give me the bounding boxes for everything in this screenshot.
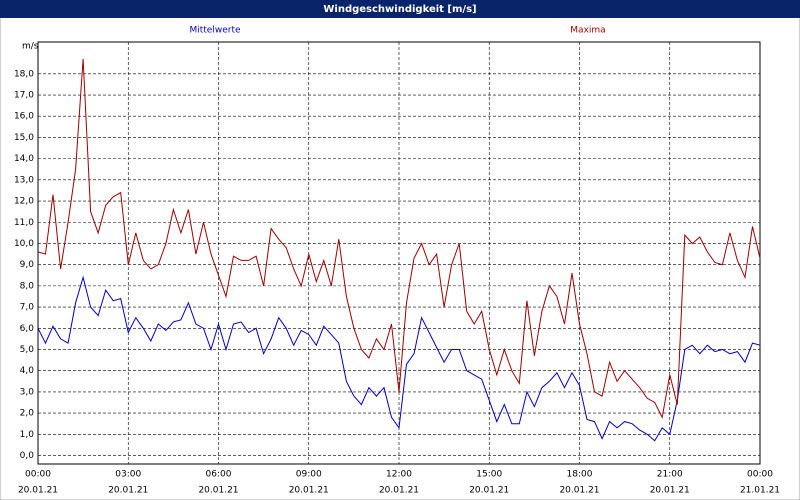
x-tick-label: 18:00 <box>567 470 593 480</box>
y-tick-label: 4,0 <box>20 366 35 376</box>
y-tick-label: 12,0 <box>14 197 34 207</box>
x-tick-label: 15:00 <box>476 470 502 480</box>
y-tick-label: 5,0 <box>20 345 35 355</box>
y-tick-label: 6,0 <box>20 324 35 334</box>
y-tick-label: 0,0 <box>20 451 35 461</box>
x-tick-label: 03:00 <box>115 470 141 480</box>
x-tick-label: 00:00 <box>25 470 51 480</box>
y-tick-label: 1,0 <box>20 430 35 440</box>
x-tick-date: 20.01.21 <box>108 486 148 496</box>
x-tick-date: 20.01.21 <box>650 486 690 496</box>
legend-label: Mittelwerte <box>189 26 240 36</box>
y-tick-label: 2,0 <box>20 409 35 419</box>
x-tick-label: 21:00 <box>657 470 683 480</box>
y-tick-label: 15,0 <box>14 133 34 143</box>
y-axis-label: m/s <box>22 42 39 52</box>
legend-label: Maxima <box>570 26 605 36</box>
y-tick-label: 13,0 <box>14 175 34 185</box>
chart-title: Windgeschwindigkeit [m/s] <box>323 4 476 15</box>
x-tick-date: 20.01.21 <box>18 486 58 496</box>
x-tick-date: 20.01.21 <box>198 486 238 496</box>
x-tick-label: 09:00 <box>296 470 322 480</box>
y-tick-label: 3,0 <box>20 387 35 397</box>
x-tick-date: 20.01.21 <box>379 486 419 496</box>
y-tick-label: 10,0 <box>14 239 34 249</box>
x-tick-label: 12:00 <box>386 470 412 480</box>
x-tick-date: 20.01.21 <box>559 486 599 496</box>
y-tick-label: 11,0 <box>14 218 34 228</box>
y-tick-label: 8,0 <box>20 281 35 291</box>
title-bar <box>0 0 800 18</box>
x-tick-label: 00:00 <box>747 470 773 480</box>
data-line <box>37 275 761 442</box>
x-tick-label: 06:00 <box>206 470 232 480</box>
y-tick-label: 7,0 <box>20 303 35 313</box>
x-tick-date: 20.01.21 <box>289 486 329 496</box>
data-line <box>37 58 761 419</box>
x-tick-date: 20.01.21 <box>469 486 509 496</box>
y-tick-label: 9,0 <box>20 260 35 270</box>
x-tick-date: 21.01.21 <box>740 486 780 496</box>
y-tick-label: 14,0 <box>14 154 34 164</box>
y-tick-label: 18,0 <box>14 69 34 79</box>
y-tick-label: 16,0 <box>14 112 34 122</box>
y-tick-label: 17,0 <box>14 91 34 101</box>
